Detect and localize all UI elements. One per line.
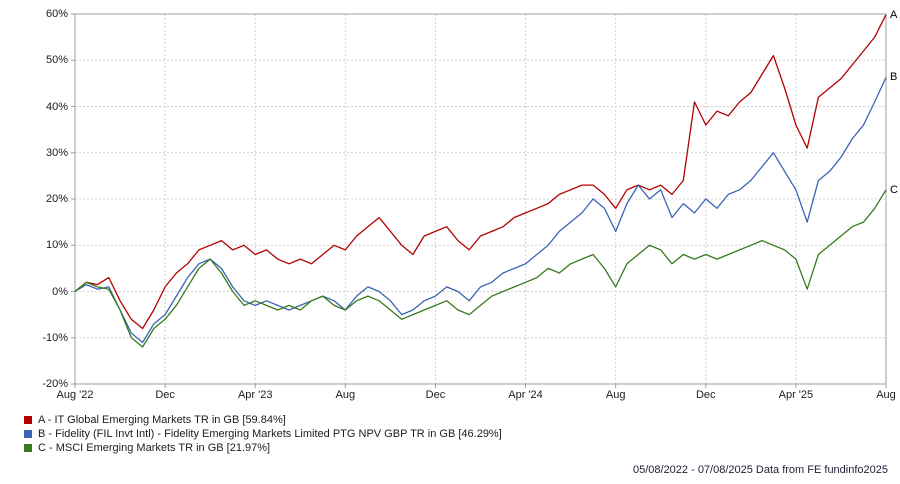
x-tick-label: Apr '24 (508, 389, 543, 401)
series-b-line (74, 77, 887, 344)
x-tick-label: Apr '25 (778, 389, 814, 401)
x-tick-label: Apr '23 (237, 389, 273, 401)
y-tick-label: 0% (52, 285, 68, 298)
y-tick-label: 20% (45, 193, 68, 205)
legend-item-b: B - Fidelity (FIL Invt Intl) - Fidelity … (24, 427, 502, 441)
y-tick-label: 50% (45, 54, 68, 67)
y-tick-label: 60% (45, 8, 68, 20)
series-a-label: A - IT Global Emerging Markets TR in GB … (38, 414, 286, 426)
legend-item-c: C - MSCI Emerging Markets TR in GB [21.9… (24, 441, 502, 455)
series-a-end-label: A (890, 8, 898, 21)
y-tick-label: 10% (45, 239, 68, 252)
series-c-end-label: C (890, 183, 898, 196)
series-a-line (74, 14, 887, 330)
x-tick-label: Aug (605, 389, 626, 401)
x-tick-label: Aug (335, 389, 356, 401)
y-tick-label: 40% (45, 100, 68, 113)
series-c-label: C - MSCI Emerging Markets TR in GB [21.9… (38, 442, 271, 454)
series-c-swatch (24, 444, 32, 452)
series-b-end-label: B (890, 71, 898, 84)
legend: A - IT Global Emerging Markets TR in GB … (24, 413, 502, 455)
y-tick-label: 30% (45, 146, 68, 159)
y-tick-label: -10% (42, 331, 68, 344)
x-tick-label: Dec (155, 389, 175, 401)
x-tick-label: Dec (425, 389, 446, 401)
x-tick-label: Dec (695, 389, 716, 401)
y-tick-label: -20% (42, 378, 68, 390)
plot-area (71, 13, 887, 388)
legend-item-a: A - IT Global Emerging Markets TR in GB … (24, 413, 502, 427)
series-b-label: B - Fidelity (FIL Invt Intl) - Fidelity … (38, 428, 502, 440)
series-a-swatch (24, 416, 32, 424)
plot-border (74, 13, 887, 385)
data-source-note: 05/08/2022 - 07/08/2025 Data from FE fun… (632, 464, 888, 476)
series-c-line (74, 189, 887, 348)
series-b-swatch (24, 430, 32, 438)
x-tick-label: Aug '22 (56, 389, 94, 401)
x-tick-label: Aug (876, 389, 896, 401)
